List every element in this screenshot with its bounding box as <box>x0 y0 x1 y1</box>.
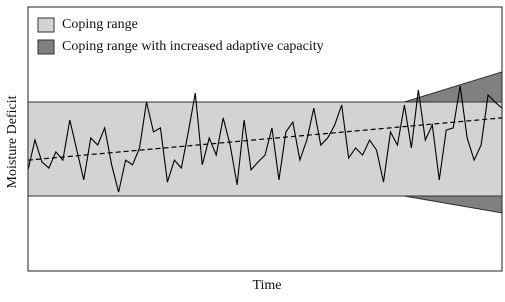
trend-line <box>27 117 503 161</box>
legend: Coping range Coping range with increased … <box>30 9 400 65</box>
series-line <box>27 85 503 193</box>
legend-label: Coping range with increased adaptive cap… <box>62 39 324 54</box>
legend-swatch <box>37 17 55 33</box>
plot-frame <box>27 6 503 272</box>
legend-box <box>30 9 400 65</box>
legend-swatch <box>37 39 55 55</box>
x-axis-label: Time <box>252 278 281 293</box>
band <box>27 101 503 197</box>
plot-area <box>27 71 503 214</box>
legend-label: Coping range <box>62 17 138 32</box>
y-axis-label: Moisture Deficit <box>5 95 20 188</box>
